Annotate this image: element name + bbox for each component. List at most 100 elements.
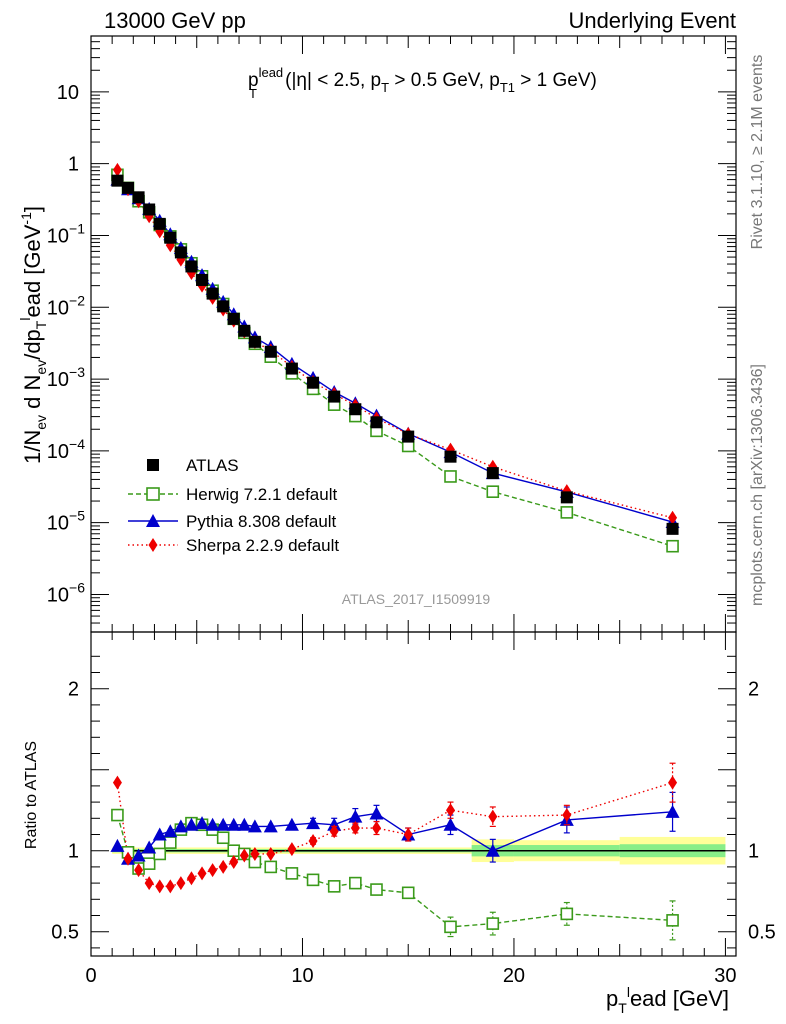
ratio-point-herwig bbox=[164, 836, 177, 849]
ratio-point-sherpa bbox=[197, 866, 207, 881]
ratio-point-pythia bbox=[306, 816, 321, 830]
main-point-atlas bbox=[264, 345, 277, 358]
main-ytick-label: 10−3 bbox=[47, 364, 85, 391]
ratio-point-sherpa bbox=[239, 848, 249, 863]
ratio-point-pythia bbox=[237, 817, 252, 831]
ratio-point-sherpa bbox=[123, 851, 133, 866]
ratio-point-sherpa bbox=[488, 809, 498, 824]
legend-atlas-label: ATLAS bbox=[186, 456, 239, 475]
ratio-point-pythia bbox=[152, 827, 167, 841]
main-point-atlas bbox=[285, 362, 298, 375]
ratio-point-pythia bbox=[110, 838, 125, 852]
main-point-sherpa bbox=[112, 162, 122, 177]
ratio-point-sherpa bbox=[329, 824, 339, 839]
ratio-point-pythia bbox=[216, 817, 231, 831]
ratio-xtick-label: 30 bbox=[714, 965, 736, 987]
ratio-point-pythia bbox=[226, 817, 241, 831]
ratio-point-sherpa bbox=[155, 879, 165, 894]
ratio-point-pythia bbox=[443, 817, 458, 831]
ratio-point-sherpa bbox=[186, 871, 196, 886]
ratio-point-sherpa bbox=[176, 876, 186, 891]
ratio-point-sherpa bbox=[287, 842, 297, 857]
mcplots-label: mcplots.cern.ch [arXiv:1306.3436] bbox=[749, 364, 766, 606]
ratio-point-herwig bbox=[306, 873, 320, 887]
ratio-point-herwig bbox=[444, 920, 457, 934]
main-point-atlas bbox=[196, 273, 209, 286]
main-point-herwig bbox=[444, 470, 457, 483]
ratio-point-herwig bbox=[264, 860, 278, 874]
ratio-point-sherpa bbox=[208, 863, 218, 878]
ratio-ytick-label-right: 2 bbox=[748, 679, 759, 701]
ratio-point-herwig bbox=[560, 907, 574, 921]
ratio-point-sherpa bbox=[112, 775, 122, 790]
ratio-point-pythia bbox=[195, 816, 210, 830]
legend-herwig-label: Herwig 7.2.1 default bbox=[186, 485, 337, 504]
main-point-atlas bbox=[349, 403, 362, 416]
ratio-point-herwig bbox=[370, 883, 383, 896]
main-point-atlas bbox=[122, 181, 135, 194]
ratio-point-pythia bbox=[247, 819, 262, 833]
main-point-atlas bbox=[238, 324, 251, 337]
ratio-point-herwig bbox=[153, 847, 167, 861]
ratio-point-sherpa bbox=[446, 803, 456, 818]
main-point-herwig bbox=[486, 485, 500, 498]
ratio-point-sherpa bbox=[250, 846, 260, 861]
ratio-ytick-label-left: 2 bbox=[68, 679, 79, 701]
ratio-point-sherpa bbox=[229, 855, 239, 870]
ratio-point-herwig bbox=[486, 917, 500, 930]
ratio-point-sherpa bbox=[165, 879, 175, 894]
ratio-point-herwig bbox=[349, 876, 362, 890]
ratio-point-sherpa bbox=[403, 827, 413, 842]
ratio-frame bbox=[90, 631, 737, 957]
main-ytick-label: 10−6 bbox=[47, 579, 85, 606]
ratio-point-herwig bbox=[327, 880, 341, 893]
ratio-xlabel: pTlead [GeV] bbox=[606, 984, 729, 1016]
ratio-point-sherpa bbox=[218, 859, 228, 874]
ratio-point-pythia bbox=[485, 843, 500, 857]
ratio-xtick-label: 0 bbox=[85, 965, 96, 987]
legend: ATLAS Herwig 7.2.1 default Pythia 8.308 … bbox=[128, 456, 339, 555]
ratio-ytick-label-right: 0.5 bbox=[748, 922, 776, 944]
main-point-atlas bbox=[217, 300, 230, 313]
main-title-sub-t: T bbox=[249, 86, 257, 101]
main-ytick-label: 10−5 bbox=[47, 508, 85, 535]
ratio-xtick-label: 10 bbox=[291, 965, 313, 987]
ratio-point-pythia bbox=[284, 817, 299, 831]
legend-pythia-marker bbox=[146, 514, 160, 527]
ratio-point-herwig bbox=[401, 886, 415, 900]
main-point-atlas bbox=[164, 231, 177, 244]
ratio-point-pythia bbox=[205, 817, 220, 831]
ratio-point-pythia bbox=[131, 848, 146, 862]
main-ytick-label: 10−1 bbox=[47, 220, 85, 247]
ratio-plot-area: 0 10 20 30 0.5 0.5 1 1 2 2 bbox=[51, 631, 776, 987]
header-right: Underlying Event bbox=[568, 8, 736, 33]
header-left: 13000 GeV pp bbox=[104, 8, 246, 33]
main-point-atlas bbox=[174, 246, 187, 259]
main-ytick-label: 1 bbox=[68, 154, 79, 176]
main-point-atlas bbox=[227, 312, 240, 325]
main-point-atlas bbox=[486, 467, 499, 480]
ratio-point-sherpa bbox=[266, 846, 276, 861]
ratio-point-pythia bbox=[348, 809, 363, 823]
ratio-point-pythia bbox=[142, 840, 157, 854]
legend-herwig-marker bbox=[146, 487, 160, 501]
legend-pythia-label: Pythia 8.308 default bbox=[186, 512, 337, 531]
main-point-sherpa bbox=[668, 510, 678, 525]
main-point-herwig bbox=[666, 539, 679, 553]
main-point-atlas bbox=[328, 390, 341, 403]
ratio-point-herwig bbox=[142, 857, 156, 870]
ratio-point-sherpa bbox=[562, 808, 572, 823]
main-point-atlas bbox=[402, 430, 415, 443]
ratio-point-sherpa bbox=[308, 833, 318, 848]
analysis-watermark: ATLAS_2017_I1509919 bbox=[342, 591, 491, 607]
legend-sherpa-label: Sherpa 2.2.9 default bbox=[186, 536, 339, 555]
ratio-point-herwig bbox=[227, 844, 241, 858]
ratio-point-herwig bbox=[111, 808, 124, 822]
main-point-atlas bbox=[560, 491, 573, 504]
main-point-atlas bbox=[370, 416, 383, 429]
ratio-point-herwig bbox=[285, 867, 299, 880]
legend-sherpa-marker bbox=[148, 538, 158, 552]
ratio-ytick-label-left: 0.5 bbox=[51, 922, 79, 944]
main-point-atlas bbox=[206, 287, 219, 300]
ratio-point-herwig bbox=[216, 831, 230, 845]
